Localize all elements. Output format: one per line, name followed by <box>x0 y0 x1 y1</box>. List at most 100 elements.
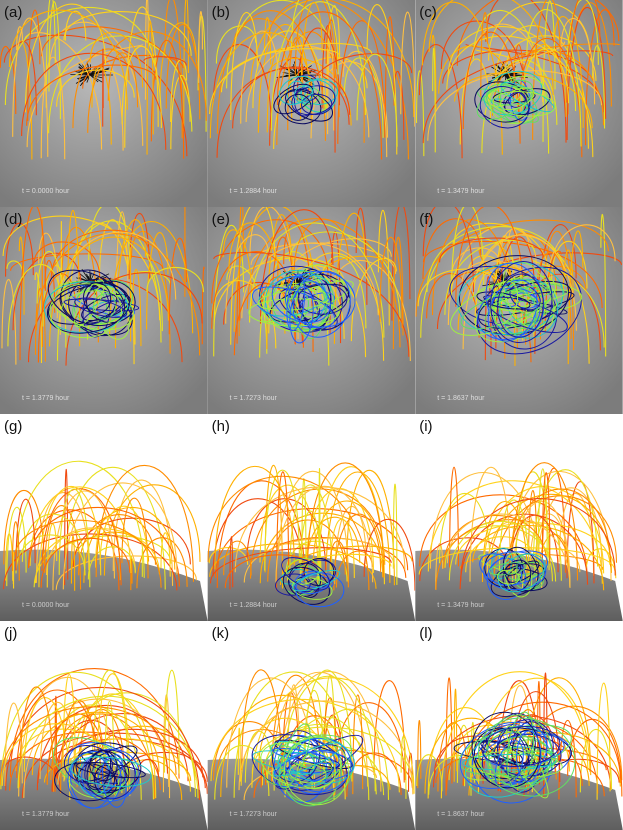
field-line <box>438 492 491 564</box>
field-line <box>418 547 616 575</box>
flux-rope-line <box>301 93 333 115</box>
flux-rope-line <box>284 270 356 328</box>
field-line <box>325 19 338 70</box>
field-line <box>276 11 383 160</box>
field-line <box>21 52 167 150</box>
panel-label: (h) <box>212 418 230 435</box>
field-line <box>379 236 403 329</box>
field-line <box>95 465 195 582</box>
field-line <box>366 4 398 155</box>
field-line <box>600 214 607 357</box>
panel: (f) t = 1.8637 hour <box>415 207 623 414</box>
field-line <box>43 751 192 783</box>
flux-rope-line <box>502 260 555 332</box>
field-line <box>455 522 611 565</box>
field-line <box>103 484 201 576</box>
time-label: t = 1.3479 hour <box>437 602 485 609</box>
field-line <box>78 514 157 576</box>
panel-image <box>415 207 623 414</box>
field-line <box>279 671 382 792</box>
flux-rope-line <box>490 261 553 344</box>
field-line <box>213 224 245 357</box>
field-line <box>23 41 37 116</box>
flux-rope-line <box>48 284 127 325</box>
flux-rope-line <box>500 87 535 111</box>
field-line <box>279 545 413 586</box>
field-line <box>427 707 500 799</box>
flux-rope-line <box>284 93 312 121</box>
flux-rope-line <box>47 269 126 327</box>
panel-label: (a) <box>4 4 22 21</box>
field-line <box>527 490 538 579</box>
field-line <box>352 694 364 795</box>
field-line <box>567 230 584 365</box>
field-line <box>226 265 268 354</box>
field-line <box>260 761 267 788</box>
flux-rope-line <box>262 282 332 333</box>
field-line <box>500 227 530 255</box>
panel-label: (j) <box>4 625 17 642</box>
panel-image <box>207 207 416 414</box>
field-line <box>5 686 200 800</box>
field-line <box>6 506 27 587</box>
field-line <box>216 480 306 588</box>
flux-rope-line <box>260 742 336 789</box>
field-line <box>183 0 190 132</box>
field-line <box>431 34 437 110</box>
flux-rope-line <box>487 296 568 333</box>
field-line <box>41 488 122 586</box>
spot-line <box>87 275 91 283</box>
flux-rope-line <box>487 736 552 787</box>
field-line <box>45 527 136 576</box>
field-line <box>216 67 350 158</box>
flux-rope-line <box>482 551 547 591</box>
flux-rope-line <box>483 295 568 315</box>
field-line <box>33 241 101 278</box>
panel: (c) t = 1.3479 hour <box>415 0 623 207</box>
field-line <box>209 42 373 115</box>
time-label: t = 1.3779 hour <box>22 395 70 402</box>
field-line <box>439 237 544 263</box>
flux-rope-line <box>289 762 327 784</box>
field-line <box>15 498 36 571</box>
time-label: t = 0.0000 hour <box>22 602 70 609</box>
field-line <box>480 12 489 100</box>
field-line <box>159 22 197 98</box>
field-line <box>65 272 203 366</box>
panel-image <box>0 414 208 621</box>
field-line <box>51 713 189 792</box>
field-line <box>21 513 86 569</box>
field-line <box>0 46 17 115</box>
field-line <box>4 222 34 277</box>
flux-rope-line <box>492 91 556 117</box>
field-line <box>11 521 20 581</box>
field-line <box>346 469 395 586</box>
field-line <box>566 0 601 103</box>
time-label: t = 1.7273 hour <box>230 395 278 402</box>
flux-rope-line <box>287 738 355 784</box>
field-line <box>3 34 188 157</box>
flux-rope-line <box>487 279 538 342</box>
field-line <box>500 714 561 792</box>
field-line <box>225 234 270 324</box>
field-line <box>543 672 548 798</box>
flux-rope-line <box>481 726 561 767</box>
time-label: t = 1.3779 hour <box>22 811 70 818</box>
field-line <box>416 754 443 792</box>
flux-rope-line <box>488 562 527 576</box>
field-line <box>585 9 615 146</box>
field-line <box>54 695 58 792</box>
panel-label: (k) <box>212 625 230 642</box>
flux-rope-line <box>278 90 322 125</box>
field-line <box>440 671 589 799</box>
field-line <box>233 671 346 798</box>
flux-rope-line <box>74 297 128 318</box>
field-line <box>271 236 296 345</box>
field-line <box>87 30 207 133</box>
field-line <box>259 209 334 324</box>
panel-image <box>0 621 208 830</box>
field-line <box>21 732 208 799</box>
field-line <box>271 674 322 787</box>
field-line <box>62 482 178 590</box>
